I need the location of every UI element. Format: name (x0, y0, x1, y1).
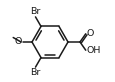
Text: Br: Br (30, 7, 40, 16)
Text: O: O (85, 29, 93, 38)
Text: Br: Br (30, 68, 40, 77)
Text: OH: OH (85, 46, 100, 55)
Text: O: O (14, 37, 22, 46)
